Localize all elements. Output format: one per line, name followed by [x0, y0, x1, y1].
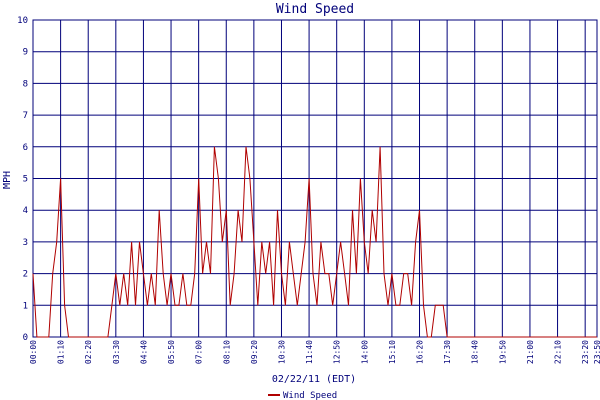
x-tick-label: 01:10 — [57, 340, 66, 364]
y-tick-label: 5 — [23, 175, 28, 185]
y-tick-label: 10 — [17, 16, 28, 26]
y-tick-label: 7 — [23, 111, 28, 121]
x-tick-label: 05:50 — [167, 340, 176, 364]
y-tick-label: 1 — [23, 301, 28, 311]
y-tick-label: 4 — [23, 206, 28, 216]
wind-speed-series-line — [32, 146, 597, 338]
x-axis-label: 02/22/11 (EDT) — [272, 374, 356, 385]
legend: Wind Speed — [268, 391, 337, 400]
x-tick-label: 07:00 — [195, 340, 204, 364]
y-tick-label: 2 — [23, 270, 28, 280]
x-tick-label: 19:50 — [498, 340, 507, 364]
y-tick-label: 6 — [23, 143, 28, 153]
x-tick-label: 02:20 — [84, 340, 93, 364]
x-tick-label: 21:00 — [526, 340, 535, 364]
x-tick-labels: 00:00 01:10 02:20 03:30 04:40 05:50 07:00 08:10… — [29, 340, 600, 364]
x-tick-label: 10:30 — [277, 340, 286, 364]
x-tick-label: 00:00 — [29, 340, 38, 364]
horizontal-gridlines — [33, 19, 597, 338]
x-tick-label: 09:20 — [250, 340, 259, 364]
x-tick-label: 12:50 — [333, 340, 342, 364]
x-tick-label: 23:50 — [593, 340, 600, 364]
x-tick-label: 14:00 — [360, 340, 369, 364]
legend-label-wind-speed: Wind Speed — [283, 391, 337, 400]
x-tick-label: 16:20 — [416, 340, 425, 364]
y-axis-label: MPH — [2, 171, 13, 189]
y-tick-label: 8 — [23, 79, 28, 89]
x-tick-label: 17:30 — [443, 340, 452, 364]
x-tick-label: 22:10 — [554, 340, 563, 364]
x-tick-label: 15:10 — [388, 340, 397, 364]
x-tick-label: 18:40 — [471, 340, 480, 364]
y-tick-label: 9 — [23, 48, 28, 58]
y-tick-labels: 0 1 2 3 4 5 6 7 8 9 10 — [17, 16, 28, 343]
x-tick-label: 23:20 — [581, 340, 590, 364]
x-tick-label: 04:40 — [139, 340, 148, 364]
chart-title: Wind Speed — [276, 2, 354, 17]
y-tick-label: 3 — [23, 238, 28, 248]
x-tick-label: 11:40 — [305, 340, 314, 364]
y-tick-label: 0 — [23, 333, 28, 343]
x-tick-label: 08:10 — [222, 340, 231, 364]
x-tick-label: 03:30 — [112, 340, 121, 364]
